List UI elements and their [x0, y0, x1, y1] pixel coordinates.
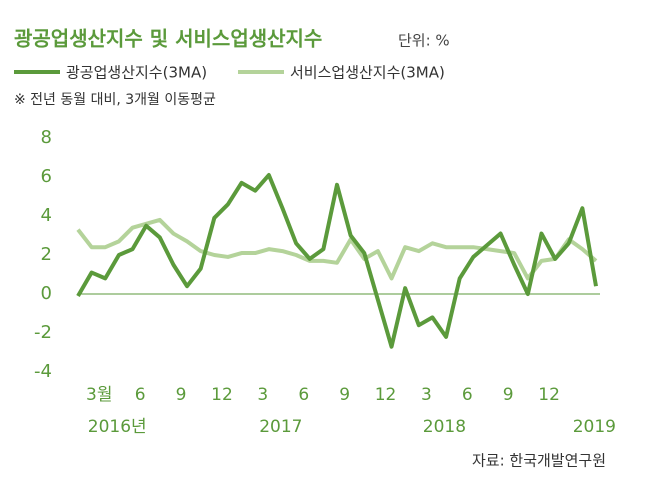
legend-label: 광공업생산지수(3MA): [66, 64, 207, 82]
x-tick-label: 3: [421, 385, 432, 405]
chart-title: 광공업생산지수 및 서비스업생산지수: [14, 27, 322, 51]
x-tick-label: 12: [211, 385, 233, 405]
legend-label: 서비스업생산지수(3MA): [290, 64, 445, 82]
y-tick-label: 4: [41, 205, 52, 226]
x-tick-label: 12: [538, 385, 560, 405]
unit-label: 단위: %: [398, 32, 450, 50]
x-tick-label: 3월: [86, 385, 112, 405]
y-tick-label: 6: [41, 166, 52, 187]
x-tick-label: 9: [176, 385, 187, 405]
x-tick-label: 9: [503, 385, 514, 405]
x-group-label: 2017: [259, 417, 302, 437]
legend: 광공업생산지수(3MA) 서비스업생산지수(3MA): [14, 64, 445, 82]
x-tick-label: 12: [375, 385, 397, 405]
x-tick-label: 9: [339, 385, 350, 405]
x-tick-label: 6: [462, 385, 473, 405]
y-tick-label: -4: [34, 361, 52, 382]
y-tick-label: 0: [41, 283, 52, 304]
x-group-label: 2018: [423, 417, 466, 437]
y-tick-label: 2: [41, 244, 52, 265]
series-line: [76, 173, 598, 349]
x-tick-label: 6: [298, 385, 309, 405]
y-tick-label: 8: [41, 127, 52, 148]
x-group-label: 2016년: [88, 417, 147, 437]
y-tick-label: -2: [34, 322, 52, 343]
x-tick-label: 6: [135, 385, 146, 405]
x-tick-label: 3: [257, 385, 268, 405]
note: ※ 전년 동월 대비, 3개월 이동평균: [14, 92, 216, 108]
source: 자료: 한국개발연구원: [472, 452, 606, 470]
x-group-label: 2019: [573, 417, 616, 437]
